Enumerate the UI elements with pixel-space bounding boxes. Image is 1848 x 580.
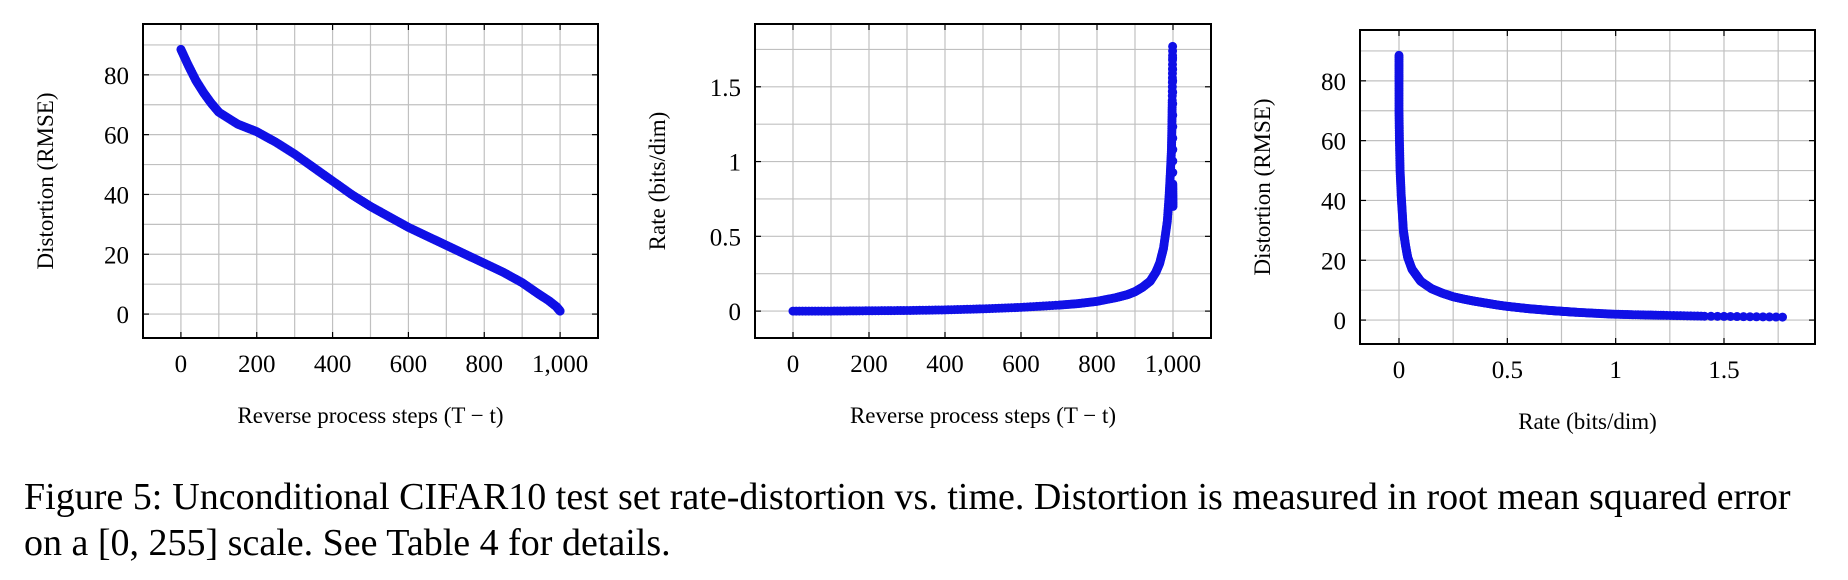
x-tick-label: 0: [175, 351, 188, 378]
y-axis-label: Distortion (RMSE): [1250, 99, 1275, 276]
x-tick-label: 400: [926, 351, 964, 378]
y-tick-label: 0.5: [710, 224, 741, 251]
data-point: [1168, 168, 1178, 178]
y-tick-label: 0: [729, 299, 742, 326]
data-point: [1168, 87, 1178, 97]
x-axis-label: Rate (bits/dim): [1518, 409, 1657, 434]
x-tick-label: 0: [787, 351, 800, 378]
chart-2: 0 200 400 600 800 1,000 0 0.5 1 1.5 Reverse proces…: [645, 23, 1212, 428]
x-tick-label: 800: [1078, 351, 1116, 378]
y-tick-label: 1.5: [710, 75, 741, 102]
data-point: [1706, 311, 1716, 321]
y-tick-label: 40: [1321, 188, 1346, 215]
data-point: [1168, 76, 1178, 86]
figure-caption: Figure 5: Unconditional CIFAR10 test set …: [24, 474, 1834, 566]
x-tick-label: 0.5: [1492, 357, 1523, 384]
data-point: [1168, 156, 1178, 166]
plot-frame: [754, 23, 1212, 339]
data-point: [1752, 312, 1761, 322]
data-point: [1168, 133, 1178, 143]
x-axis-label: Reverse process steps (T − t): [237, 403, 503, 428]
data-point: [1168, 110, 1178, 120]
data-point: [1168, 99, 1178, 109]
data-point: [1713, 311, 1722, 321]
y-tick-label: 40: [104, 182, 129, 209]
x-tick-label: 1,000: [532, 351, 588, 378]
data-point: [1168, 122, 1178, 132]
data-point: [1168, 64, 1178, 74]
data-point: [1726, 311, 1735, 321]
y-tick-label: 20: [1321, 248, 1346, 275]
data-point: [1168, 41, 1178, 51]
data-point: [1168, 201, 1178, 211]
x-tick-label: 800: [466, 351, 504, 378]
data-point: [1168, 53, 1178, 63]
y-tick-label: 80: [104, 63, 129, 90]
data-point: [1745, 312, 1755, 322]
caption-text: Unconditional CIFAR10 test set rate-dist…: [24, 476, 1791, 564]
data-point: [1739, 312, 1748, 322]
y-axis-label: Distortion (RMSE): [33, 93, 58, 270]
caption-label: Figure 5:: [24, 476, 163, 518]
data-point: [1732, 312, 1742, 322]
y-axis-label: Rate (bits/dim): [645, 112, 670, 251]
x-tick-label: 200: [238, 351, 276, 378]
y-tick-label: 20: [104, 242, 129, 269]
data-point: [1758, 312, 1768, 322]
y-tick-label: 80: [1321, 69, 1346, 96]
y-tick-label: 0: [117, 302, 130, 329]
plot-frame: [1359, 29, 1816, 345]
data-point: [1719, 311, 1729, 321]
chart-3: 0 0.5 1 1.5 0 20 40 60 80 Rate (bits/dim) Distorti…: [1250, 29, 1816, 434]
x-axis-label: Reverse process steps (T − t): [850, 403, 1116, 428]
y-tick-label: 60: [104, 123, 129, 150]
y-tick-label: 60: [1321, 129, 1346, 156]
data-point: [555, 306, 565, 316]
y-tick-label: 0: [1334, 308, 1347, 335]
data-point: [1771, 312, 1781, 322]
x-tick-label: 1,000: [1145, 351, 1201, 378]
data-point: [1765, 312, 1774, 322]
x-tick-label: 1.5: [1708, 357, 1739, 384]
data-point: [1778, 312, 1787, 322]
x-tick-label: 600: [390, 351, 428, 378]
plot-frame: [142, 23, 599, 339]
data-point: [1168, 145, 1178, 155]
x-tick-label: 0: [1393, 357, 1406, 384]
y-tick-label: 1: [729, 150, 742, 177]
x-tick-label: 600: [1002, 351, 1040, 378]
x-tick-label: 200: [850, 351, 888, 378]
data-point: [1700, 311, 1709, 321]
chart-1: 0 200 400 600 800 1,000 0 20 40 60 80 Reverse proce…: [33, 23, 599, 428]
x-tick-label: 1: [1609, 357, 1622, 384]
x-tick-label: 400: [314, 351, 352, 378]
